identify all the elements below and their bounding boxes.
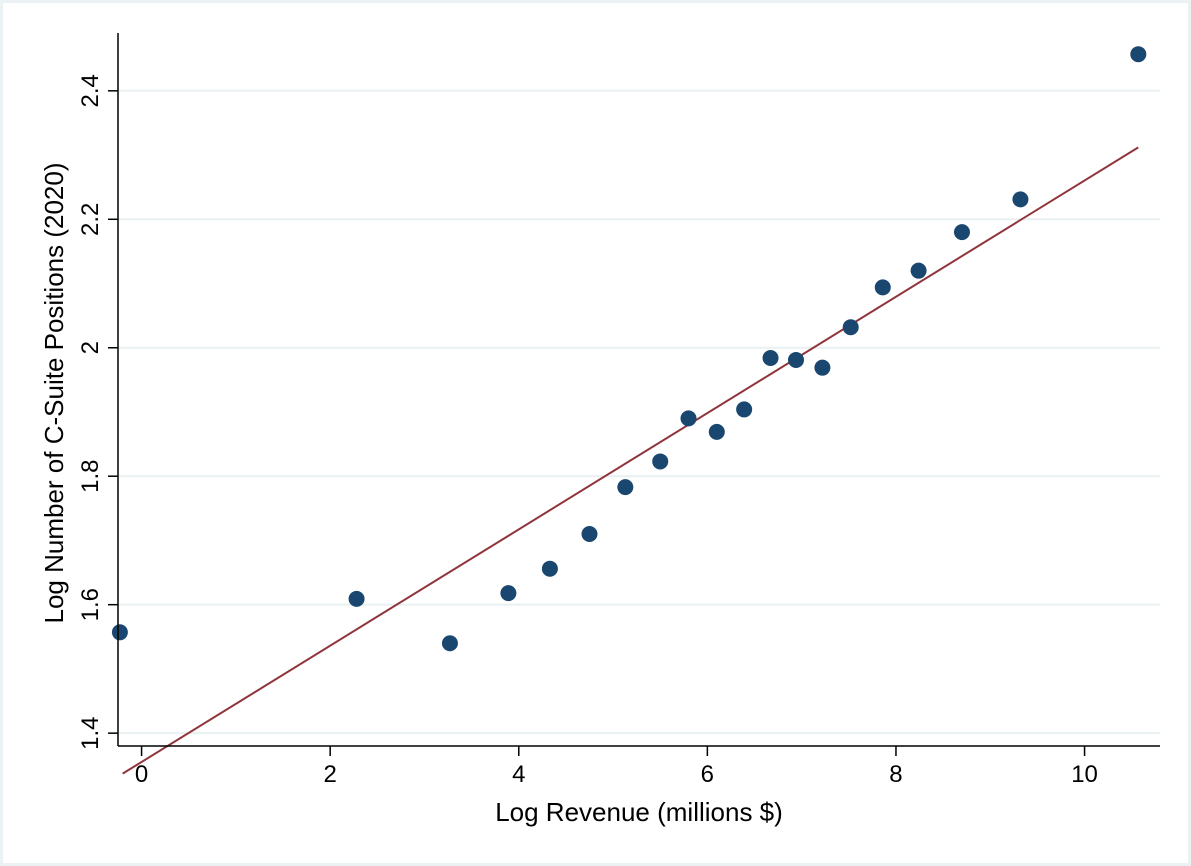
data-point — [788, 351, 805, 368]
data-point — [842, 319, 859, 336]
data-point — [441, 635, 458, 652]
data-point — [541, 560, 558, 577]
data-point — [111, 624, 128, 641]
x-tick-label: 10 — [1071, 761, 1098, 788]
data-point — [617, 479, 634, 496]
data-point — [500, 585, 517, 602]
scatter-chart: 0 2 4 6 8 10 1.4 1.6 1.8 2 2.2 2.4 Log Revenue (mil… — [39, 33, 1160, 827]
y-tick-label: 2.2 — [77, 203, 104, 236]
x-tick-label: 0 — [135, 761, 148, 788]
data-point — [874, 279, 891, 296]
y-tick-label: 2.4 — [77, 74, 104, 107]
data-point — [708, 423, 725, 440]
data-point — [680, 410, 697, 427]
axes — [108, 33, 1160, 756]
y-tick-label: 2 — [77, 341, 104, 354]
data-point — [736, 401, 753, 418]
tick-labels: 0 2 4 6 8 10 1.4 1.6 1.8 2 2.2 2.4 — [77, 74, 1098, 788]
data-point — [814, 359, 831, 376]
y-tick-label: 1.8 — [77, 460, 104, 493]
y-axis-title: Log Number of C-Suite Positions (2020) — [39, 162, 69, 623]
data-point — [348, 590, 365, 607]
data-point — [910, 262, 927, 279]
data-point — [652, 453, 669, 470]
x-tick-label: 6 — [701, 761, 714, 788]
data-point — [953, 224, 970, 241]
x-axis-title: Log Revenue (millions $) — [495, 797, 783, 827]
fitted-line — [122, 146, 1139, 775]
x-tick-label: 4 — [512, 761, 525, 788]
data-point — [1130, 46, 1147, 63]
data-points — [111, 46, 1147, 652]
grid-lines — [118, 89, 1160, 735]
y-tick-label: 1.4 — [77, 716, 104, 749]
data-point — [581, 526, 598, 543]
data-point — [1012, 191, 1029, 208]
data-point — [762, 350, 779, 367]
x-tick-label: 8 — [889, 761, 902, 788]
x-tick-label: 2 — [323, 761, 336, 788]
chart-frame: 0 2 4 6 8 10 1.4 1.6 1.8 2 2.2 2.4 Log Revenue (mil… — [3, 3, 1188, 863]
y-tick-label: 1.6 — [77, 588, 104, 621]
fit-line-layer — [122, 146, 1139, 775]
